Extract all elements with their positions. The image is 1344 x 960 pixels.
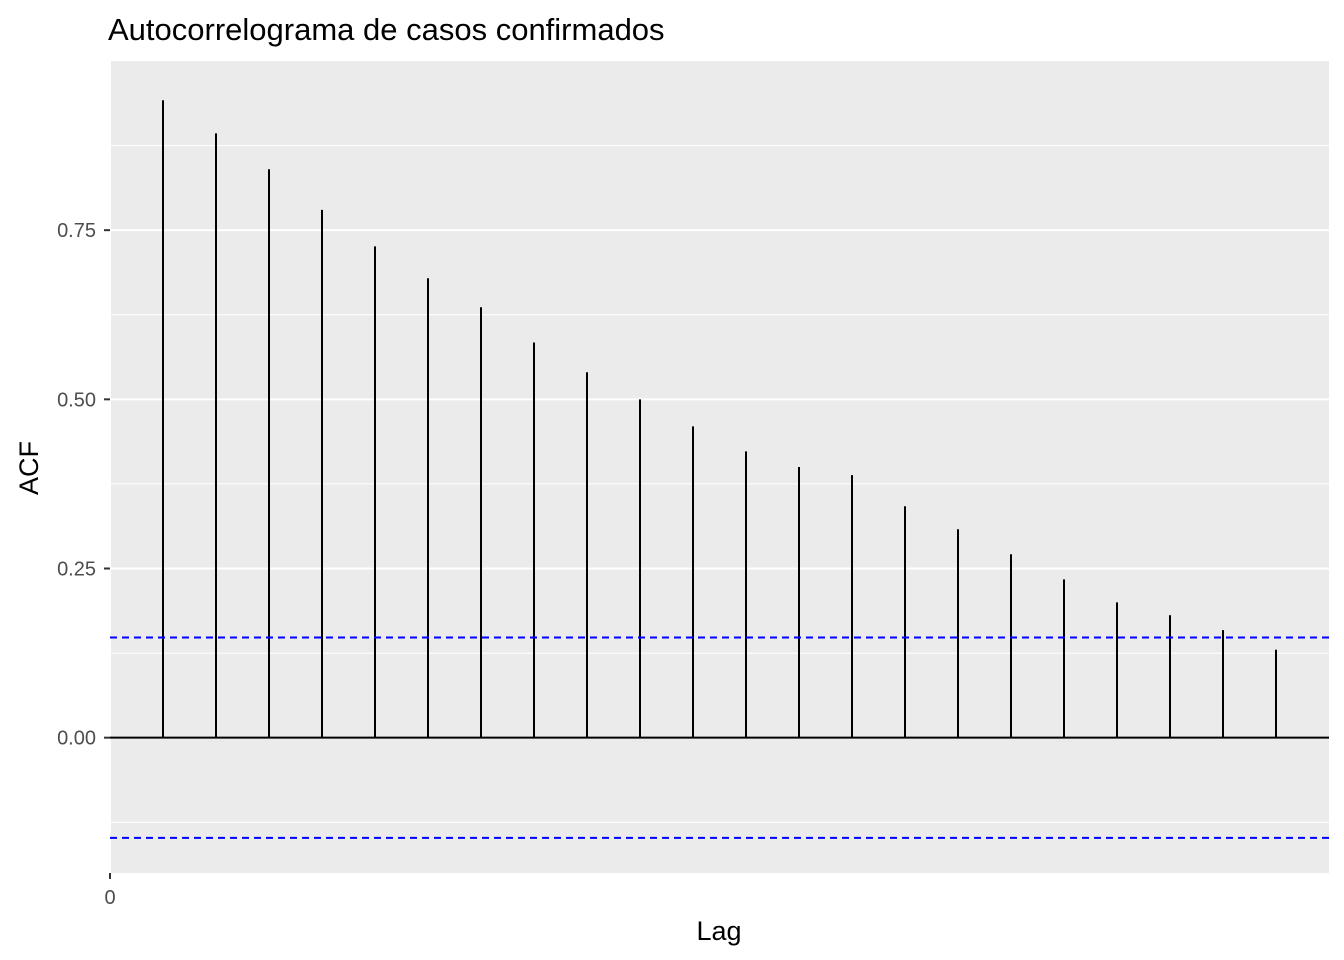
x-axis-title: Lag: [696, 916, 741, 946]
x-tick-label-0: 0: [104, 887, 115, 909]
y-axis-title: ACF: [14, 441, 44, 495]
plot-panel: [110, 61, 1329, 873]
x-axis: 0: [104, 873, 116, 909]
y-tick-label-2: 0.50: [57, 389, 96, 411]
y-tick-label-1: 0.25: [57, 559, 96, 581]
acf-bars: [162, 100, 1277, 738]
y-tick-label-0: 0.00: [57, 728, 96, 750]
chart-title: Autocorrelograma de casos confirmados: [108, 12, 665, 47]
y-tick-label-3: 0.75: [57, 220, 96, 242]
minor-gridlines: [110, 145, 1329, 823]
y-axis: 0.00 0.25 0.50 0.75: [57, 220, 110, 750]
